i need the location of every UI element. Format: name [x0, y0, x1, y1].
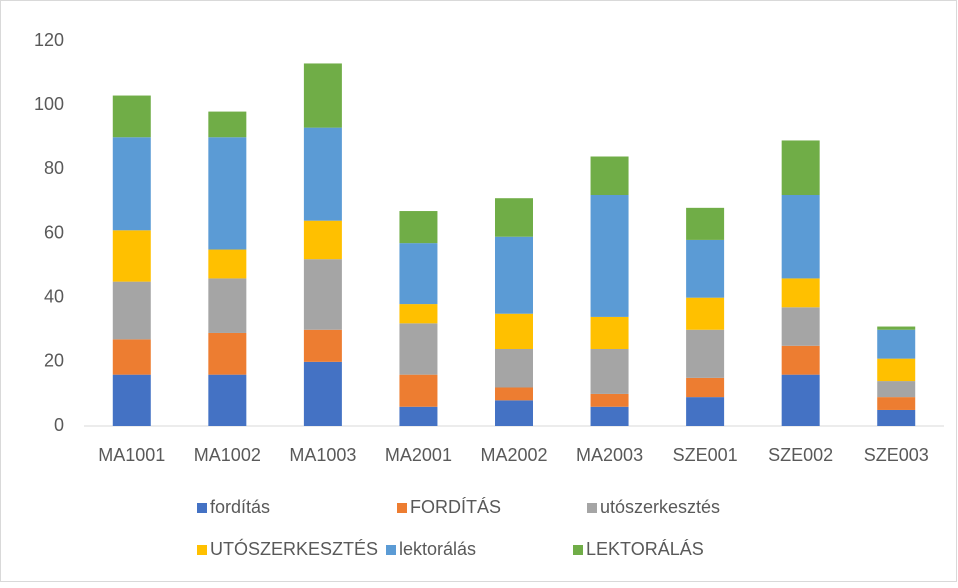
y-tick-label: 0 [54, 415, 64, 435]
bar-segment [303, 220, 342, 260]
legend-swatch [386, 545, 396, 555]
bar-segment [112, 339, 151, 375]
bar-segment [303, 127, 342, 221]
bar-segment [495, 400, 533, 426]
bar-segment [590, 195, 629, 317]
bar-segment [303, 329, 342, 362]
legend-swatch [587, 503, 597, 513]
bar-segment [112, 374, 151, 426]
bar-segment [303, 361, 342, 426]
bar-segment [877, 329, 916, 359]
bar-segment [399, 323, 438, 375]
legend-label: fordítás [210, 497, 270, 517]
x-tick-label: MA1001 [98, 445, 165, 465]
bar-segment [208, 374, 247, 426]
bar-segment [208, 332, 247, 375]
bar-segment [112, 95, 151, 138]
legend-swatch [573, 545, 583, 555]
bar-segment [781, 307, 820, 346]
bar-segment [686, 239, 725, 298]
bar-segment [686, 329, 725, 378]
bar-segment [781, 345, 820, 375]
bar-segment [877, 381, 916, 398]
bar-segment [686, 397, 725, 426]
bar-segment [495, 349, 533, 388]
bar-segment [781, 195, 820, 279]
bar-segment [877, 409, 916, 426]
bar-segment [208, 137, 247, 250]
y-tick-label: 60 [44, 222, 64, 242]
legend-label: lektorálás [399, 539, 476, 559]
legend-label: UTÓSZERKESZTÉS [210, 538, 378, 559]
x-tick-label: SZE002 [768, 445, 833, 465]
bar-segment [208, 111, 247, 138]
bar-segment [112, 281, 151, 340]
bar-segment [877, 397, 916, 410]
x-tick-label: SZE001 [673, 445, 738, 465]
bar-segment [686, 297, 725, 330]
bar-segment [877, 358, 916, 382]
y-tick-label: 100 [34, 94, 64, 114]
bar-segment [112, 230, 151, 282]
bar-segment [208, 249, 247, 279]
bar-segment [399, 374, 438, 407]
bar-segment [303, 63, 342, 128]
y-tick-label: 40 [44, 286, 64, 306]
bar-segment [112, 137, 151, 231]
legend-label: FORDÍTÁS [410, 497, 501, 517]
x-tick-label: MA1003 [289, 445, 356, 465]
y-tick-label: 120 [34, 30, 64, 50]
bar-segment [590, 156, 629, 195]
bar-segment [208, 278, 247, 333]
legend-swatch [197, 503, 207, 513]
bar-segment [495, 387, 533, 401]
y-tick-label: 80 [44, 158, 64, 178]
x-tick-label: SZE003 [864, 445, 929, 465]
bar-segment [399, 243, 438, 305]
bar-segment [590, 349, 629, 394]
x-tick-label: MA1002 [194, 445, 261, 465]
y-tick-label: 20 [44, 351, 64, 371]
legend-swatch [197, 545, 207, 555]
bar-segment [399, 406, 438, 426]
bar-segment [781, 278, 820, 308]
legend-label: utószerkesztés [600, 497, 720, 517]
x-tick-label: MA2002 [480, 445, 547, 465]
bar-segment [399, 211, 438, 244]
bar-segment [877, 326, 916, 330]
bar-segment [590, 316, 629, 349]
x-tick-label: MA2003 [576, 445, 643, 465]
x-tick-label: MA2001 [385, 445, 452, 465]
bar-segment [303, 259, 342, 330]
bar-segment [495, 236, 533, 314]
legend-label: LEKTORÁLÁS [586, 539, 704, 559]
bar-segment [590, 393, 629, 407]
bar-segment [686, 377, 725, 398]
bar-segment [686, 207, 725, 240]
bar-segment [781, 140, 820, 195]
bar-segment [590, 406, 629, 426]
bar-segment [495, 313, 533, 349]
bar-segment [399, 304, 438, 324]
bar-segment [495, 198, 533, 237]
bar-segment [781, 374, 820, 426]
legend-swatch [397, 503, 407, 513]
